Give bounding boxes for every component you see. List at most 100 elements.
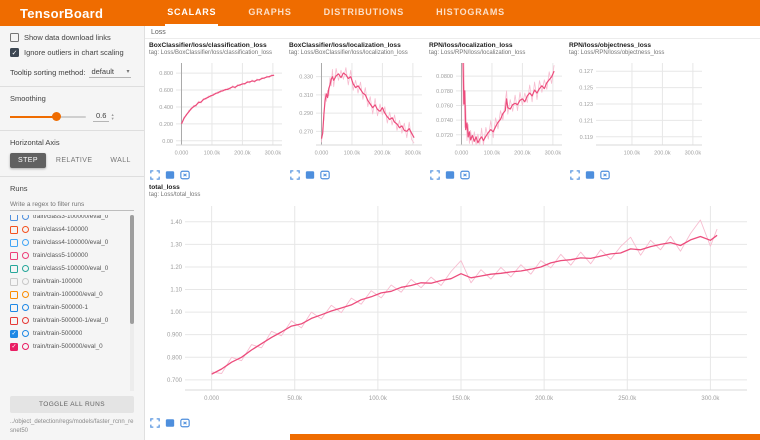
runs-filter-input[interactable]	[10, 199, 134, 211]
run-checkbox[interactable]: ✓	[10, 330, 18, 338]
runs-scrollbar-thumb[interactable]	[130, 215, 134, 324]
smoothing-slider[interactable]	[10, 116, 86, 118]
run-checkbox[interactable]	[10, 291, 18, 299]
chart-tag: tag: Loss/total_loss	[149, 192, 760, 200]
tensorboard-app: TensorBoard SCALARS GRAPHS DISTRIBUTIONS HI…	[0, 0, 760, 440]
smoothing-thumb[interactable]	[52, 112, 61, 121]
chart-plot-area[interactable]: 0.7000.8000.9001.001.101.201.301.400.000…	[149, 201, 755, 410]
run-checkbox[interactable]: ✓	[10, 343, 18, 351]
run-name: train/class5-100000/eval_0	[33, 265, 108, 272]
fit-domain-icon[interactable]	[600, 170, 610, 180]
line-chart[interactable]: 0.000.2000.4000.6000.8000.000100.0k200.0…	[149, 59, 286, 167]
run-name: train/class3-100000/eval_0	[33, 215, 108, 220]
svg-text:300.0k: 300.0k	[405, 151, 422, 157]
axis-button-wall[interactable]: WALL	[102, 153, 138, 168]
run-item[interactable]: ✓train/train-500000	[10, 327, 128, 340]
sidebar-section-axis: Horizontal Axis STEPRELATIVEWALL	[0, 131, 144, 177]
fullscreen-icon[interactable]	[290, 170, 300, 180]
run-name: train/train-100000/eval_0	[33, 291, 103, 298]
svg-text:0.119: 0.119	[580, 135, 593, 141]
chart-options-icon[interactable]	[165, 418, 175, 428]
smoothing-stepper[interactable]: ▴▾	[111, 113, 113, 121]
run-color-swatch-icon	[22, 215, 29, 220]
svg-text:1.10: 1.10	[170, 288, 182, 294]
smoothing-value[interactable]: 0.6	[93, 111, 109, 122]
footer-bar	[290, 434, 760, 440]
run-checkbox[interactable]	[10, 278, 18, 286]
chart-plot-area[interactable]: 0.000.2000.4000.6000.8000.000100.0k200.0…	[149, 59, 286, 162]
chart-options-icon[interactable]	[585, 170, 595, 180]
chart-tag: tag: Loss/BoxClassifier/loss/classificat…	[149, 50, 286, 58]
tag-group-header[interactable]: Loss	[145, 26, 760, 39]
fit-domain-icon[interactable]	[460, 170, 470, 180]
stepper-down-icon[interactable]: ▾	[111, 117, 113, 121]
sidebar-section-runs: Runs train/class3-100000/eval_0train/cla…	[0, 177, 144, 440]
svg-text:0.125: 0.125	[579, 86, 593, 92]
run-color-swatch-icon	[22, 343, 29, 350]
chart-options-icon[interactable]	[305, 170, 315, 180]
fit-domain-icon[interactable]	[180, 170, 190, 180]
svg-text:0.0800: 0.0800	[436, 74, 453, 80]
run-checkbox[interactable]	[10, 215, 18, 221]
run-item[interactable]: train/class5-100000	[10, 249, 128, 262]
svg-text:0.0760: 0.0760	[436, 103, 453, 109]
fullscreen-icon[interactable]	[570, 170, 580, 180]
chart-plot-area[interactable]: 0.1190.1210.1230.1250.127100.0k200.0k300…	[569, 59, 706, 162]
run-item[interactable]: train/class4-100000	[10, 223, 128, 236]
run-checkbox[interactable]	[10, 304, 18, 312]
chart-title: total_loss	[149, 184, 760, 192]
run-checkbox[interactable]	[10, 265, 18, 273]
line-chart[interactable]: 0.2700.2900.3100.3300.000100.0k200.0k300…	[289, 59, 426, 167]
chart-options-icon[interactable]	[165, 170, 175, 180]
line-chart[interactable]: 0.07200.07400.07600.07800.08000.000100.0…	[429, 59, 566, 167]
tooltip-sorting-select[interactable]: default ▾	[89, 66, 131, 78]
run-item[interactable]: train/train-100000/eval_0	[10, 288, 128, 301]
tab-distributions[interactable]: DISTRIBUTIONS	[322, 0, 406, 26]
chart-title: RPN/loss/localization_loss	[429, 42, 566, 50]
chart-card-total-loss: total_loss tag: Loss/total_loss 0.7000.8…	[145, 180, 760, 428]
runs-scrollbar[interactable]	[130, 215, 134, 391]
run-name: train/class4-100000	[33, 226, 88, 233]
axis-button-step[interactable]: STEP	[10, 153, 46, 168]
run-item[interactable]: ✓train/train-500000/eval_0	[10, 340, 128, 353]
chart-toolbar	[569, 167, 706, 180]
chart-plot-area[interactable]: 0.07200.07400.07600.07800.08000.000100.0…	[429, 59, 566, 162]
run-name: train/class5-100000	[33, 252, 88, 259]
svg-text:300.0k: 300.0k	[685, 151, 702, 157]
run-item[interactable]: train/class3-100000/eval_0	[10, 215, 128, 223]
show-download-links-option[interactable]: Show data download links	[10, 33, 134, 42]
run-item[interactable]: train/class5-100000/eval_0	[10, 262, 128, 275]
fit-domain-icon[interactable]	[320, 170, 330, 180]
ignore-outliers-option[interactable]: ✓ Ignore outliers in chart scaling	[10, 48, 134, 57]
ignore-outliers-checkbox[interactable]: ✓	[10, 48, 19, 57]
fit-domain-icon[interactable]	[180, 418, 190, 428]
chart-plot-area[interactable]: 0.2700.2900.3100.3300.000100.0k200.0k300…	[289, 59, 426, 162]
run-checkbox[interactable]	[10, 252, 18, 260]
chart-options-icon[interactable]	[445, 170, 455, 180]
run-item[interactable]: train/train-500000-1	[10, 301, 128, 314]
chevron-down-icon: ▾	[126, 68, 129, 75]
run-color-swatch-icon	[22, 265, 29, 272]
line-chart[interactable]: 0.7000.8000.9001.001.101.201.301.400.000…	[149, 201, 760, 415]
run-item[interactable]: train/train-500000-1/eval_0	[10, 314, 128, 327]
svg-text:0.330: 0.330	[299, 75, 313, 81]
fullscreen-icon[interactable]	[430, 170, 440, 180]
run-item[interactable]: train/class4-100000/eval_0	[10, 236, 128, 249]
axis-button-relative[interactable]: RELATIVE	[48, 153, 101, 168]
show-download-links-checkbox[interactable]	[10, 33, 19, 42]
fullscreen-icon[interactable]	[150, 418, 160, 428]
toggle-all-runs-button[interactable]: TOGGLE ALL RUNS	[10, 396, 134, 413]
svg-text:0.900: 0.900	[167, 333, 183, 339]
tab-histograms[interactable]: HISTOGRAMS	[434, 0, 507, 26]
tab-scalars[interactable]: SCALARS	[165, 0, 218, 26]
svg-text:150.0k: 150.0k	[452, 396, 471, 402]
run-checkbox[interactable]	[10, 226, 18, 234]
tab-graphs[interactable]: GRAPHS	[246, 0, 293, 26]
run-checkbox[interactable]	[10, 317, 18, 325]
fullscreen-icon[interactable]	[150, 170, 160, 180]
line-chart[interactable]: 0.1190.1210.1230.1250.127100.0k200.0k300…	[569, 59, 706, 167]
run-item[interactable]: train/train-100000	[10, 275, 128, 288]
svg-text:1.20: 1.20	[170, 265, 182, 271]
app-title: TensorBoard	[20, 6, 103, 21]
run-checkbox[interactable]	[10, 239, 18, 247]
